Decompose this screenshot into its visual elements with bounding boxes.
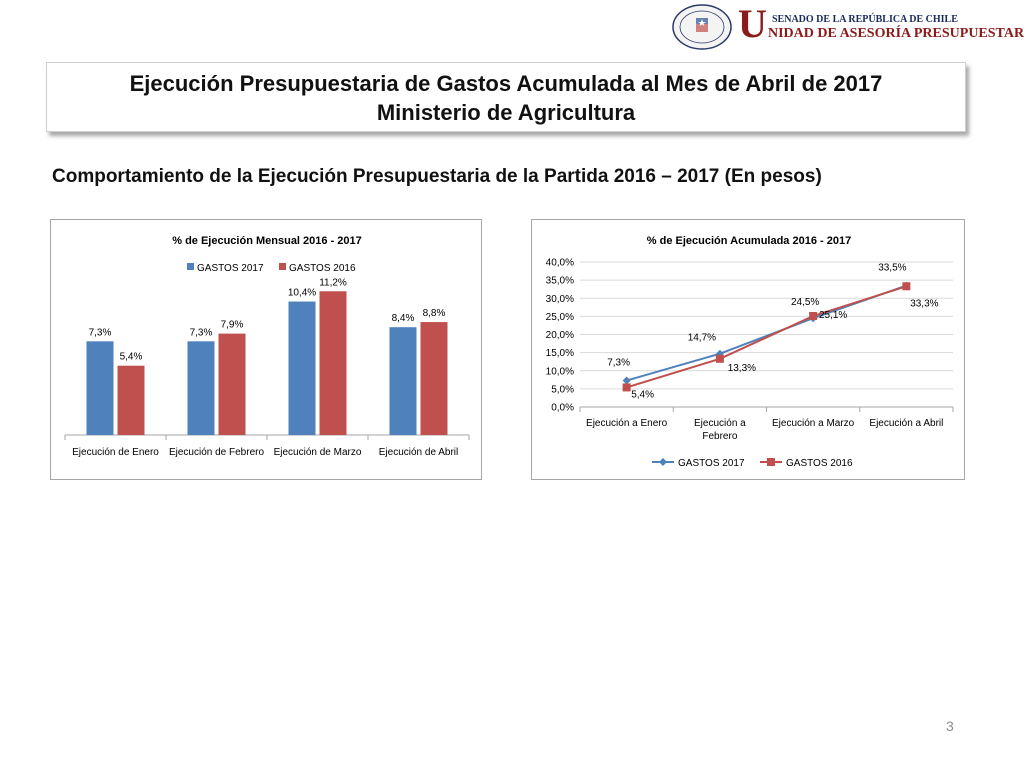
x-tick-label: Ejecución a Enero [586,418,668,429]
x-tick-label: Ejecución de Abril [379,447,459,458]
data-label-2017: 14,7% [688,333,716,344]
bar-data-label: 11,2% [319,277,347,288]
series-line-2016 [626,285,907,389]
legend-label-2017: GASTOS 2017 [197,263,264,274]
y-tick-label: 0,0% [551,403,574,414]
bar-2017 [187,341,215,435]
bar-data-label: 7,9% [221,320,244,331]
y-tick-label: 10,0% [546,366,574,377]
y-tick-label: 25,0% [546,312,574,323]
bar-2016 [117,365,145,435]
bar-data-label: 5,4% [120,352,143,363]
data-label-2017: 7,3% [607,358,630,369]
cumulative-execution-chart: % de Ejecución Acumulada 2016 - 2017 0,0%… [531,219,965,480]
x-tick-label: Ejecución a Marzo [772,418,855,429]
legend-swatch-2017 [187,263,194,270]
bar-2017 [288,301,316,435]
monthly-execution-svg: % de Ejecución Mensual 2016 - 2017 GASTOS… [64,235,470,458]
point-2016 [902,282,911,291]
bar-2017 [86,341,114,435]
data-label-2017: 33,5% [878,263,906,274]
logo-main-text: NIDAD DE ASESORÍA PRESUPUESTARIA [768,26,1024,41]
legend-label-2016: GASTOS 2016 [786,458,853,469]
logo-letter: U [738,1,767,46]
chart-title: % de Ejecución Mensual 2016 - 2017 [172,235,362,247]
point-2016 [715,354,724,363]
logo-top-text: SENADO DE LA REPÚBLICA DE CHILE [772,14,958,25]
legend-label-2016: GASTOS 2016 [289,263,356,274]
page-title: Ejecución Presupuestaria de Gastos Acumu… [129,71,883,96]
data-label-2017: 24,5% [791,297,819,308]
x-tick-label: Febrero [702,431,737,442]
bar-2016 [218,333,246,435]
page-title-ministry: Ministerio de Agricultura [376,100,636,125]
x-tick-label: Ejecución de Marzo [274,447,362,458]
y-tick-label: 20,0% [546,330,574,341]
legend-marker-2017 [659,458,667,466]
y-tick-label: 35,0% [546,276,574,287]
senado-logo: U SENADO DE LA REPÚBLICA DE CHILE NIDAD … [672,1,1024,52]
data-label-2016: 5,4% [631,389,654,400]
legend-label-2017: GASTOS 2017 [678,458,745,469]
bar-2016 [420,322,448,435]
y-tick-label: 15,0% [546,348,574,359]
y-tick-label: 5,0% [551,384,574,395]
chart-title: % de Ejecución Acumulada 2016 - 2017 [647,235,851,247]
section-subtitle: Comportamiento de la Ejecución Presupues… [52,166,822,187]
point-2016 [809,312,818,321]
title-box: Ejecución Presupuestaria de Gastos Acumu… [46,62,966,132]
x-tick-label: Ejecución a [694,418,746,429]
data-label-2016: 33,3% [910,298,938,309]
point-2016 [622,383,631,392]
bar-2016 [319,291,347,435]
bar-data-label: 7,3% [190,327,213,338]
monthly-execution-chart: % de Ejecución Mensual 2016 - 2017 GASTOS… [50,219,482,480]
bar-data-label: 10,4% [288,288,316,299]
bar-2017 [389,327,417,435]
x-tick-label: Ejecución de Febrero [169,447,264,458]
bar-data-label: 7,3% [89,327,112,338]
legend-swatch-2016 [279,263,286,270]
bar-data-label: 8,4% [392,313,415,324]
cumulative-execution-svg: % de Ejecución Acumulada 2016 - 2017 0,0%… [546,235,954,469]
y-tick-label: 40,0% [546,258,574,269]
point-2017 [622,376,631,385]
bar-data-label: 8,8% [423,308,446,319]
x-tick-label: Ejecución de Enero [72,447,159,458]
data-label-2016: 25,1% [819,310,847,321]
legend-marker-2016 [767,458,775,466]
x-tick-label: Ejecución a Abril [869,418,943,429]
data-label-2016: 13,3% [728,363,756,374]
page-number: 3 [946,718,954,734]
senado-seal-icon [672,4,732,50]
y-tick-label: 30,0% [546,294,574,305]
